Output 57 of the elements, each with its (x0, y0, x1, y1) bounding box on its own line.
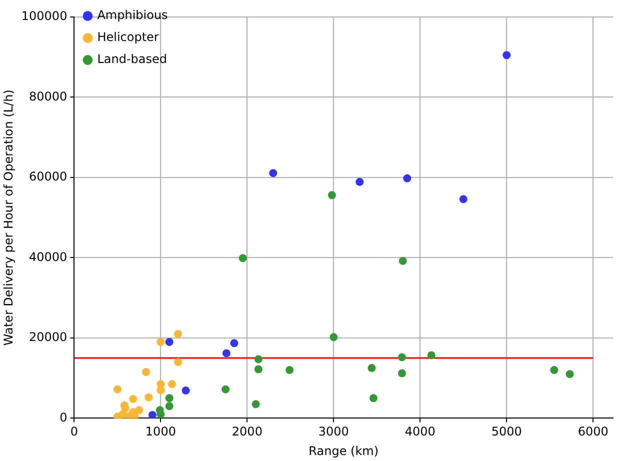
point (502, 51, 511, 60)
x-axis-title: Range (km) (308, 444, 379, 458)
point (398, 256, 407, 265)
x-tick-label: 5000 (491, 424, 522, 439)
point (403, 174, 412, 182)
point (222, 349, 230, 358)
point (168, 380, 176, 388)
point (427, 351, 436, 360)
y-tick-label: 80000 (29, 89, 68, 104)
point (369, 394, 378, 402)
point (368, 364, 376, 372)
point (165, 394, 174, 402)
x-tick-label: 3000 (318, 424, 349, 439)
point (356, 178, 364, 186)
point (550, 366, 558, 374)
point (156, 410, 165, 418)
point (398, 353, 406, 362)
point (156, 386, 165, 394)
point (230, 339, 238, 348)
point (144, 393, 153, 402)
y-tick-label: 100000 (21, 9, 68, 24)
point (330, 333, 338, 342)
legend-label: Amphibious (97, 8, 168, 22)
point (222, 385, 230, 394)
y-tick-label: 40000 (29, 250, 68, 264)
point (254, 355, 262, 364)
point (129, 394, 138, 403)
x-tick-label: 4000 (404, 424, 436, 439)
point (165, 402, 174, 410)
point (459, 195, 468, 204)
point (174, 358, 182, 366)
y-tick-label: 20000 (29, 330, 68, 344)
x-tick-label: 6000 (578, 424, 608, 439)
legend-label: Helicopter (97, 30, 159, 44)
point (165, 338, 174, 346)
point (254, 365, 262, 374)
point (113, 385, 122, 394)
x-tick-label: 2000 (232, 424, 262, 439)
point (238, 254, 247, 262)
x-tick-label: 0 (70, 424, 78, 439)
point (142, 368, 150, 376)
point (269, 169, 278, 178)
point (174, 330, 182, 338)
point (398, 369, 406, 378)
point (182, 386, 190, 395)
point (286, 366, 294, 374)
legend-label: Land-based (97, 52, 168, 66)
point (124, 412, 132, 418)
x-tick-label: 1000 (145, 424, 176, 439)
point (566, 370, 574, 378)
y-tick-label: 0 (60, 410, 68, 424)
point (252, 400, 260, 408)
y-axis-title: Water Delivery per Hour of Operation (L/h) (1, 90, 16, 346)
y-tick-label: 60000 (29, 170, 68, 184)
point (148, 410, 156, 418)
point (328, 191, 336, 200)
point (156, 338, 165, 346)
